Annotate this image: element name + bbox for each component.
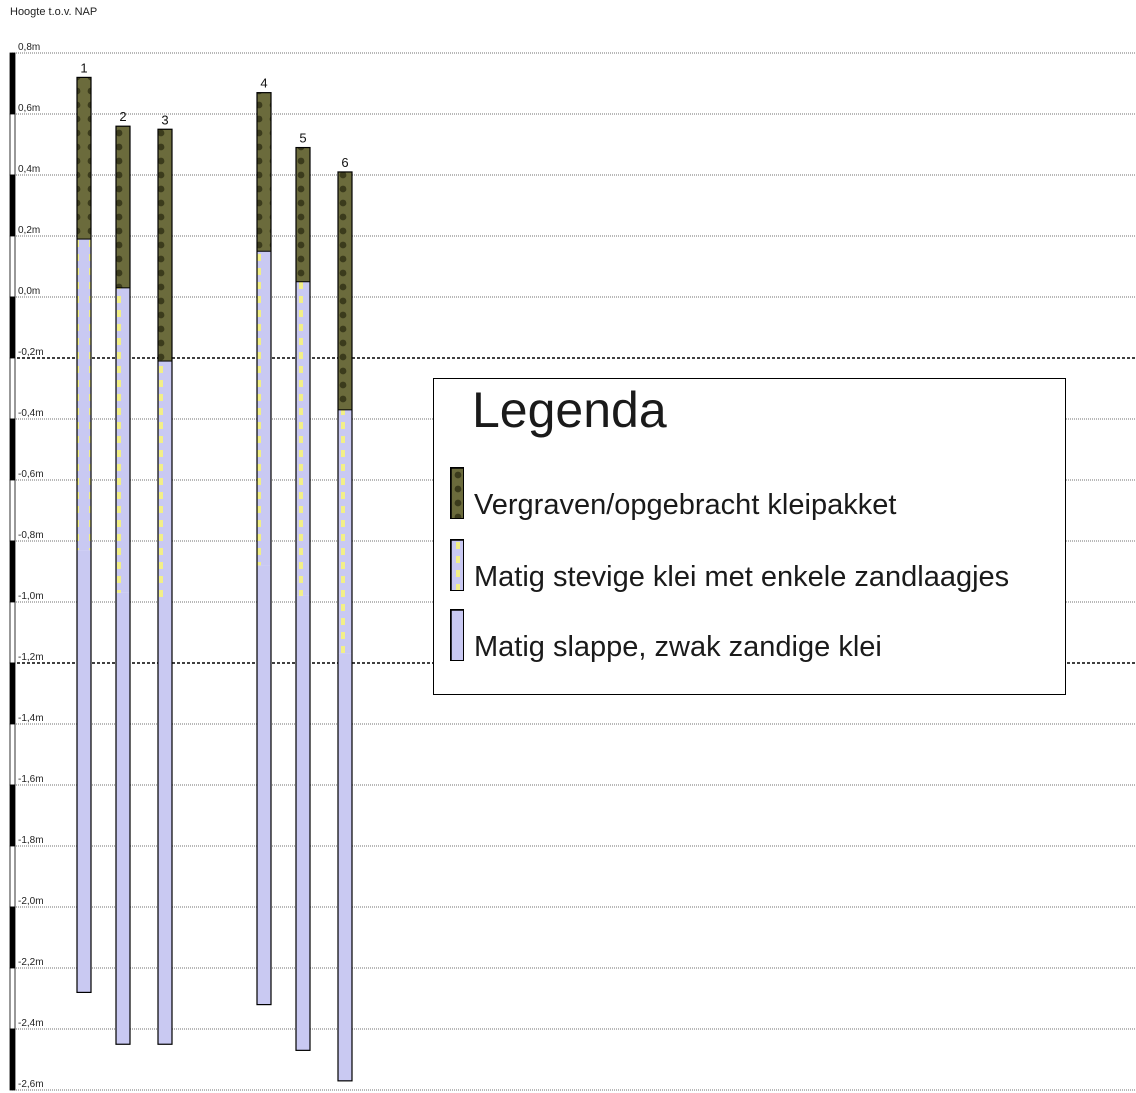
legend-label-stiff: Matig stevige klei met enkele zandlaagje…: [474, 561, 1010, 593]
legend-swatch-soft: [450, 609, 464, 661]
scale-segment-9: [9, 601, 16, 664]
scale-segment-11: [9, 723, 16, 786]
legend-item-soft: Matig slappe, zwak zandige klei: [450, 609, 1060, 669]
scale-segment-16: [9, 1028, 16, 1091]
scale-segment-13: [9, 845, 16, 908]
tick-label-14: -2,0m: [18, 896, 44, 907]
tick-label-12: -1,6m: [18, 774, 44, 785]
tick-label-10: -1,2m: [18, 652, 44, 663]
boring-5: 5: [295, 131, 311, 1051]
boring-5-stiff-clay: [296, 281, 310, 596]
boring-1-outline: [76, 76, 92, 994]
tick-label-7: -0,6m: [18, 469, 44, 480]
scale-segment-10: [9, 662, 16, 725]
borings: 1 2 3 4 5 6: [76, 60, 353, 1082]
tick-label-0: 0,8m: [18, 42, 40, 53]
boring-1: 1: [76, 60, 92, 994]
legend-label-soft: Matig slappe, zwak zandige klei: [474, 631, 882, 663]
boring-6-outline: [337, 171, 353, 1082]
boring-label-4: 4: [260, 76, 267, 91]
boring-label-5: 5: [299, 131, 306, 146]
tick-label-16: -2,4m: [18, 1018, 44, 1029]
scale-segment-14: [9, 906, 16, 969]
boring-3: 3: [157, 112, 173, 1045]
boring-5-outline: [295, 146, 311, 1051]
boring-3-soft-clay: [158, 602, 172, 1045]
legend-title: Legenda: [472, 382, 667, 438]
tick-label-13: -1,8m: [18, 835, 44, 846]
scale-segment-7: [9, 479, 16, 542]
tick-label-3: 0,2m: [18, 225, 40, 236]
boring-2-fill-layer: [116, 126, 130, 288]
grid-lines: [12, 52, 1136, 1091]
tick-label-8: -0,8m: [18, 530, 44, 541]
boring-2-outline: [115, 125, 131, 1045]
legend-item-stiff: Matig stevige klei met enkele zandlaagje…: [450, 539, 1060, 599]
scale-segment-2: [9, 174, 16, 237]
boring-3-fill-layer: [158, 129, 172, 362]
boring-2: 2: [115, 109, 131, 1045]
tick-label-1: 0,6m: [18, 103, 40, 114]
boring-label-3: 3: [161, 112, 168, 127]
boring-1-fill-layer: [77, 77, 91, 240]
page-title: Hoogte t.o.v. NAP: [10, 6, 98, 18]
scale-segment-1: [9, 113, 16, 176]
legend-swatch-fill: [450, 467, 464, 519]
legend: Legenda Vergraven/opgebracht kleipakket …: [433, 378, 1066, 695]
boring-label-2: 2: [119, 109, 126, 124]
boring-6: 6: [337, 155, 353, 1082]
scale-segment-4: [9, 296, 16, 359]
tick-label-6: -0,4m: [18, 408, 44, 419]
boring-6-stiff-clay: [338, 409, 352, 654]
scale-segment-5: [9, 357, 16, 420]
legend-label-fill: Vergraven/opgebracht kleipakket: [474, 489, 897, 521]
boring-3-stiff-clay: [158, 361, 172, 602]
boring-4-fill-layer: [257, 92, 271, 252]
tick-labels: 0,8m 0,6m 0,4m 0,2m 0,0m -0,2m -0,4m -0,6m -0,8m…: [18, 42, 44, 1090]
tick-label-2: 0,4m: [18, 164, 40, 175]
tick-label-17: -2,6m: [18, 1079, 44, 1090]
height-scale-bar: [9, 52, 16, 1091]
legend-item-fill: Vergraven/opgebracht kleipakket: [450, 467, 1060, 527]
tick-label-4: 0,0m: [18, 286, 40, 297]
scale-segment-8: [9, 540, 16, 603]
boring-4-outline: [256, 92, 272, 1006]
boring-4: 4: [256, 76, 272, 1006]
tick-label-9: -1,0m: [18, 591, 44, 602]
boring-4-soft-clay: [257, 565, 271, 1005]
tick-label-5: -0,2m: [18, 347, 44, 358]
legend-swatch-stiff: [450, 539, 464, 591]
tick-label-11: -1,4m: [18, 713, 44, 724]
boring-3-outline: [157, 128, 173, 1045]
boring-2-stiff-clay: [116, 287, 130, 593]
boring-label-6: 6: [341, 155, 348, 170]
scale-segment-12: [9, 784, 16, 847]
scale-segment-0: [9, 52, 16, 115]
boring-1-stiff-clay: [77, 239, 91, 551]
scale-segment-3: [9, 235, 16, 298]
tick-label-15: -2,2m: [18, 957, 44, 968]
boring-label-1: 1: [80, 60, 87, 75]
scale-segment-6: [9, 418, 16, 481]
scale-segment-15: [9, 967, 16, 1030]
boring-6-fill-layer: [338, 171, 352, 410]
boring-2-soft-clay: [116, 592, 130, 1045]
boring-1-soft-clay: [77, 550, 91, 993]
boring-5-fill-layer: [296, 147, 310, 282]
boring-4-stiff-clay: [257, 251, 271, 566]
boring-5-soft-clay: [296, 595, 310, 1051]
boring-6-soft-clay: [338, 653, 352, 1081]
